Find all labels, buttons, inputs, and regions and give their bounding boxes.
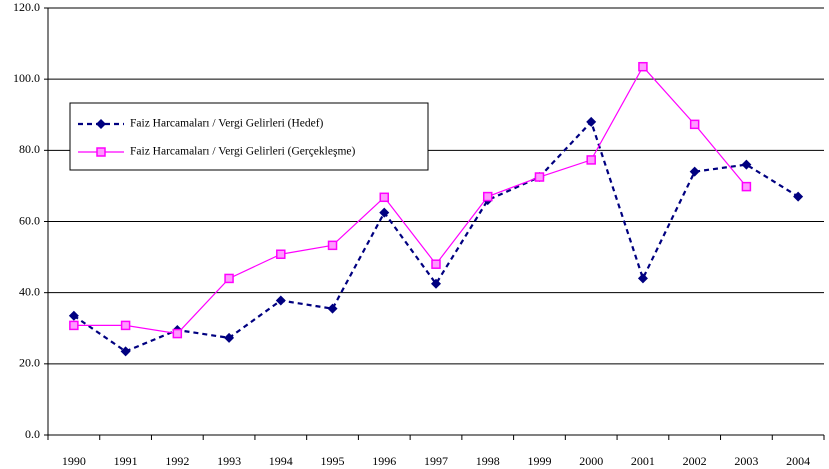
marker — [120, 346, 131, 357]
x-tick-label: 2000 — [579, 454, 603, 468]
legend-label: Faiz Harcamaları / Vergi Gelirleri (Hede… — [130, 118, 324, 130]
marker — [379, 207, 390, 218]
marker — [793, 191, 804, 202]
marker — [224, 332, 235, 343]
x-tick-label: 1994 — [269, 454, 293, 468]
marker — [68, 310, 79, 321]
marker — [224, 273, 234, 284]
marker — [741, 181, 752, 192]
marker — [275, 295, 286, 306]
marker — [96, 147, 106, 157]
x-tick-label: 1991 — [114, 454, 138, 468]
marker — [379, 192, 390, 203]
x-tick-label: 1995 — [321, 454, 345, 468]
marker — [172, 328, 183, 339]
marker — [689, 119, 700, 130]
marker — [96, 119, 106, 129]
x-tick-label: 2001 — [631, 454, 655, 468]
marker — [482, 191, 493, 202]
marker — [120, 320, 131, 331]
marker — [69, 320, 79, 331]
marker — [327, 240, 338, 251]
y-tick-label: 0.0 — [25, 427, 40, 441]
marker — [638, 61, 648, 72]
legend-label: Faiz Harcamaları / Vergi Gelirleri (Gerç… — [130, 146, 355, 158]
x-tick-label: 1990 — [62, 454, 86, 468]
marker — [741, 159, 752, 170]
marker — [689, 166, 700, 177]
marker — [431, 259, 441, 269]
marker — [431, 278, 441, 289]
y-tick-label: 120.0 — [13, 0, 40, 14]
x-tick-label: 2003 — [734, 454, 758, 468]
plot-area: 0.0 20.0 40.0 60.0 80.0 100.0 120.0 1990 1991 199… — [13, 0, 825, 468]
marker — [327, 303, 338, 314]
marker — [586, 155, 596, 165]
y-tick-label: 20.0 — [19, 356, 40, 370]
x-tick-label: 2002 — [683, 454, 707, 468]
legend-box — [69, 102, 429, 171]
y-tick-label: 40.0 — [19, 284, 40, 298]
marker — [637, 273, 648, 284]
x-tick-label: 1999 — [527, 454, 551, 468]
x-tick-label: 1998 — [476, 454, 500, 468]
series-line — [73, 65, 747, 335]
x-tick-label: 1996 — [372, 454, 396, 468]
series-line — [73, 119, 799, 353]
y-tick-label: 100.0 — [13, 71, 40, 85]
legend: Faiz Harcamaları / Vergi Gelirleri (Hede… — [69, 102, 429, 171]
marker — [534, 172, 545, 182]
y-tick-label: 60.0 — [19, 213, 40, 227]
x-tick-label: 2004 — [786, 454, 810, 468]
y-tick-label: 80.0 — [19, 142, 40, 156]
x-tick-label: 1992 — [165, 454, 189, 468]
x-tick-label: 1997 — [424, 454, 448, 468]
marker — [586, 116, 597, 127]
x-tick-label: 1993 — [217, 454, 241, 468]
marker — [276, 249, 286, 259]
